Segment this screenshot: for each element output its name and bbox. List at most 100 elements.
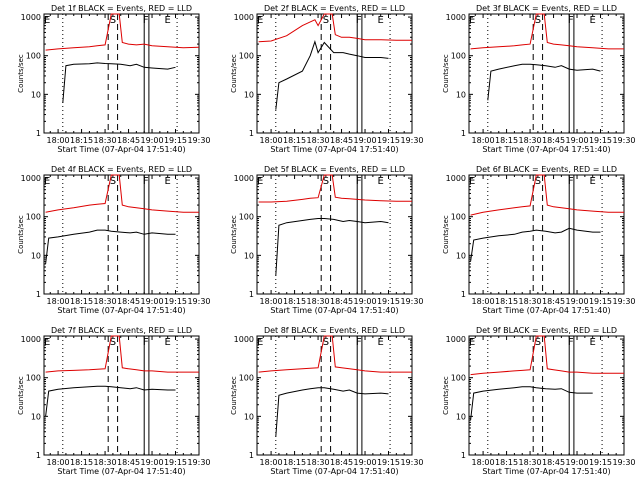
marker-letter: S — [110, 176, 116, 187]
x-tick-label: 19:30 — [187, 136, 210, 145]
panel-det-7: Det 7f BLACK = Events, RED = LLD 1 10 100 10… — [17, 326, 211, 476]
x-axis-label: Start Time (07-Apr-04 17:51:40) — [57, 145, 185, 154]
x-tick-label: 19:00 — [140, 458, 163, 467]
panel-title: Det 1f BLACK = Events, RED = LLD — [51, 4, 192, 13]
panel-title: Det 7f BLACK = Events, RED = LLD — [51, 326, 192, 335]
y-tick-label: 10 — [244, 90, 254, 99]
x-tick-label: 18:45 — [542, 136, 565, 145]
x-tick-label: 18:45 — [542, 297, 565, 306]
y-tick-label: 1000 — [446, 13, 466, 22]
x-tick-label: 19:15 — [377, 458, 400, 467]
x-tick-label: 18:00 — [260, 136, 283, 145]
y-tick-label: 100 — [451, 52, 466, 61]
x-axis-label: Start Time (07-Apr-04 17:51:40) — [482, 306, 610, 315]
y-tick-label: 100 — [239, 52, 254, 61]
x-axis-label: Start Time (07-Apr-04 17:51:40) — [482, 145, 610, 154]
marker-letter: F — [356, 176, 362, 187]
y-axis-label: Counts/sec — [17, 376, 25, 415]
y-tick-label: 10 — [456, 412, 466, 421]
x-tick-label: 19:30 — [612, 458, 635, 467]
y-tick-label: 1 — [36, 290, 41, 299]
plot-frame — [468, 174, 625, 295]
x-tick-label: 18:00 — [260, 458, 283, 467]
y-tick-label: 10 — [31, 412, 41, 421]
series-line-events — [275, 218, 389, 276]
marker-letter: E — [44, 15, 50, 26]
marker-letter: E — [165, 176, 171, 187]
panel-title: Det 6f BLACK = Events, RED = LLD — [476, 165, 617, 174]
y-tick-label: 1000 — [446, 335, 466, 344]
marker-letter: F — [568, 176, 574, 187]
x-tick-label: 19:15 — [377, 136, 400, 145]
panel-title: Det 4f BLACK = Events, RED = LLD — [51, 165, 192, 174]
x-tick-label: 18:45 — [117, 136, 140, 145]
x-tick-label: 18:15 — [283, 297, 306, 306]
y-tick-label: 1 — [461, 129, 466, 138]
x-tick-label: 18:15 — [495, 458, 518, 467]
panel-det-5: Det 5f BLACK = Events, RED = LLD 1 10 100 10… — [230, 165, 424, 315]
y-tick-label: 1000 — [234, 13, 254, 22]
x-tick-label: 19:30 — [187, 297, 210, 306]
marker-letter: S — [323, 176, 329, 187]
plot-frame — [256, 335, 413, 456]
x-tick-label: 18:00 — [47, 297, 70, 306]
marker-letter: E — [378, 337, 384, 348]
y-tick-label: 10 — [244, 251, 254, 260]
x-axis-label: Start Time (07-Apr-04 17:51:40) — [57, 467, 185, 476]
y-tick-label: 1000 — [21, 174, 41, 183]
y-axis-label: Counts/sec — [17, 215, 25, 254]
series-line-events — [487, 63, 601, 101]
marker-letter: F — [568, 337, 574, 348]
series-line-lld — [258, 335, 412, 373]
panel-det-4: Det 4f BLACK = Events, RED = LLD 1 10 100 10… — [17, 165, 211, 315]
plot-frame — [43, 174, 200, 295]
series-line-lld — [45, 13, 200, 51]
marker-letter: E — [469, 337, 475, 348]
marker-letter: E — [257, 15, 263, 26]
y-axis-label: Counts/sec — [230, 54, 238, 93]
x-tick-label: 18:15 — [495, 297, 518, 306]
y-axis-label: Counts/sec — [230, 376, 238, 415]
x-tick-label: 18:45 — [117, 297, 140, 306]
panel-title: Det 2f BLACK = Events, RED = LLD — [264, 4, 405, 13]
marker-letter: E — [469, 176, 475, 187]
y-tick-label: 10 — [456, 90, 466, 99]
x-tick-label: 19:30 — [187, 458, 210, 467]
marker-letter: F — [568, 15, 574, 26]
y-tick-label: 1 — [36, 129, 41, 138]
x-tick-label: 19:00 — [140, 297, 163, 306]
marker-letter: E — [44, 176, 50, 187]
panel-det-6: Det 6f BLACK = Events, RED = LLD 1 10 100 10… — [442, 165, 636, 315]
marker-letter: S — [535, 337, 541, 348]
x-axis-label: Start Time (07-Apr-04 17:51:40) — [270, 145, 398, 154]
plot-frame — [468, 13, 625, 134]
series-line-lld — [45, 335, 199, 373]
x-tick-label: 18:15 — [70, 297, 93, 306]
x-tick-label: 19:00 — [140, 136, 163, 145]
x-tick-label: 18:15 — [283, 136, 306, 145]
y-tick-label: 1 — [461, 451, 466, 460]
series-line-lld — [258, 174, 412, 203]
y-tick-label: 100 — [451, 213, 466, 222]
y-tick-label: 1 — [36, 451, 41, 460]
y-axis-label: Counts/sec — [442, 215, 450, 254]
x-tick-label: 18:30 — [307, 458, 330, 467]
series-line-lld — [470, 335, 624, 376]
plot-frame — [468, 335, 625, 456]
x-tick-label: 18:00 — [472, 297, 495, 306]
x-tick-label: 18:00 — [472, 458, 495, 467]
series-line-events — [275, 387, 389, 437]
marker-letter: E — [44, 337, 50, 348]
x-tick-label: 19:00 — [353, 136, 376, 145]
marker-letter: E — [257, 337, 263, 348]
y-axis-label: Counts/sec — [230, 215, 238, 254]
y-tick-label: 100 — [26, 52, 41, 61]
x-tick-label: 19:15 — [589, 458, 612, 467]
y-tick-label: 100 — [239, 374, 254, 383]
x-tick-label: 18:30 — [94, 458, 117, 467]
marker-letter: S — [535, 15, 541, 26]
y-tick-label: 100 — [239, 213, 254, 222]
y-tick-label: 10 — [244, 412, 254, 421]
series-line-events — [470, 227, 601, 262]
x-tick-label: 19:00 — [565, 136, 588, 145]
